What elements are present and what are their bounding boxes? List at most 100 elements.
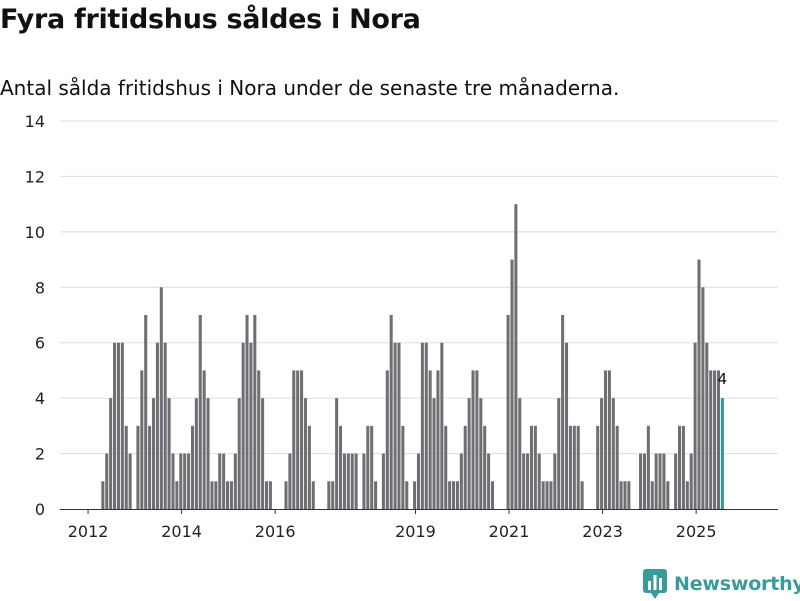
bar <box>658 453 662 509</box>
bar <box>311 481 315 509</box>
x-tick-label: 2023 <box>582 522 623 541</box>
y-tick-label: 8 <box>35 278 45 297</box>
bar <box>436 370 440 509</box>
y-axis-labels: 0 2 4 6 8 10 12 14 <box>25 112 45 519</box>
bar <box>151 398 156 509</box>
bar <box>487 453 491 509</box>
bar <box>214 481 218 509</box>
bar <box>362 453 366 509</box>
bar <box>233 453 237 509</box>
x-tick-label: 2021 <box>489 522 530 541</box>
bar <box>140 370 144 509</box>
bar <box>288 453 292 509</box>
y-tick-label: 10 <box>25 223 45 242</box>
bar <box>490 481 495 509</box>
bar-latest <box>720 398 724 509</box>
bar <box>226 481 230 509</box>
annotations: 4 <box>718 370 728 388</box>
bar <box>514 204 518 509</box>
y-tick-label: 14 <box>25 112 45 131</box>
bar <box>557 398 561 509</box>
bar <box>292 370 296 509</box>
bar <box>561 315 565 509</box>
bar <box>705 342 709 509</box>
bar <box>187 453 191 509</box>
bar <box>424 342 428 509</box>
bar <box>245 315 249 509</box>
bar <box>646 425 650 509</box>
bar <box>144 315 148 509</box>
bar <box>105 453 109 509</box>
bar <box>545 481 549 509</box>
bar <box>366 425 370 509</box>
bar <box>623 481 627 509</box>
bar <box>444 425 448 509</box>
bar <box>389 315 393 509</box>
bar <box>300 370 304 509</box>
bar <box>483 425 487 509</box>
bar <box>467 398 471 509</box>
bar <box>296 370 300 509</box>
bar <box>627 481 631 509</box>
bar <box>459 453 463 509</box>
bar <box>327 481 331 509</box>
bar <box>370 425 374 509</box>
bar <box>202 370 206 509</box>
bar <box>303 398 307 509</box>
bar <box>654 453 658 509</box>
bar <box>339 425 343 509</box>
brand-name: Newsworthy <box>674 573 800 595</box>
bar <box>354 453 358 509</box>
bar <box>607 370 611 509</box>
bar <box>175 481 179 509</box>
bar <box>440 342 444 509</box>
bar <box>662 453 666 509</box>
bar <box>678 425 682 509</box>
bar <box>716 370 721 509</box>
bar <box>284 481 288 509</box>
bar <box>611 398 615 509</box>
bar <box>171 453 175 509</box>
bars <box>101 204 724 509</box>
bar <box>194 398 198 509</box>
bar <box>342 453 346 509</box>
bar <box>385 370 389 509</box>
bar <box>264 481 269 509</box>
bar <box>229 481 233 509</box>
bar <box>576 425 580 509</box>
bar <box>249 342 253 509</box>
bar <box>639 453 643 509</box>
bar <box>350 453 354 509</box>
bar <box>685 481 689 509</box>
x-axis-labels: 2012 2014 2016 2019 2021 2023 2025 <box>68 509 717 541</box>
bar <box>518 398 522 509</box>
bar <box>155 342 159 509</box>
bar <box>241 342 245 509</box>
bar <box>619 481 623 509</box>
y-tick-label: 2 <box>35 445 45 464</box>
bar <box>463 425 467 509</box>
x-tick-label: 2014 <box>161 522 202 541</box>
bar <box>432 398 436 509</box>
bar <box>681 425 685 509</box>
bar <box>136 425 140 509</box>
bar <box>101 481 105 509</box>
bar <box>506 315 510 509</box>
bar <box>210 481 214 509</box>
bar <box>198 315 202 509</box>
bar <box>113 342 117 509</box>
bar <box>401 425 405 509</box>
y-tick-label: 0 <box>35 500 45 519</box>
bar <box>222 453 226 509</box>
bar <box>413 481 417 509</box>
bar <box>529 425 533 509</box>
bar <box>148 425 152 509</box>
bar <box>120 342 124 509</box>
bar <box>541 481 545 509</box>
bar <box>701 287 705 509</box>
y-tick-label: 6 <box>35 334 45 353</box>
bar <box>452 481 456 509</box>
bar <box>124 425 128 509</box>
bar <box>596 425 600 509</box>
bar <box>479 398 483 509</box>
